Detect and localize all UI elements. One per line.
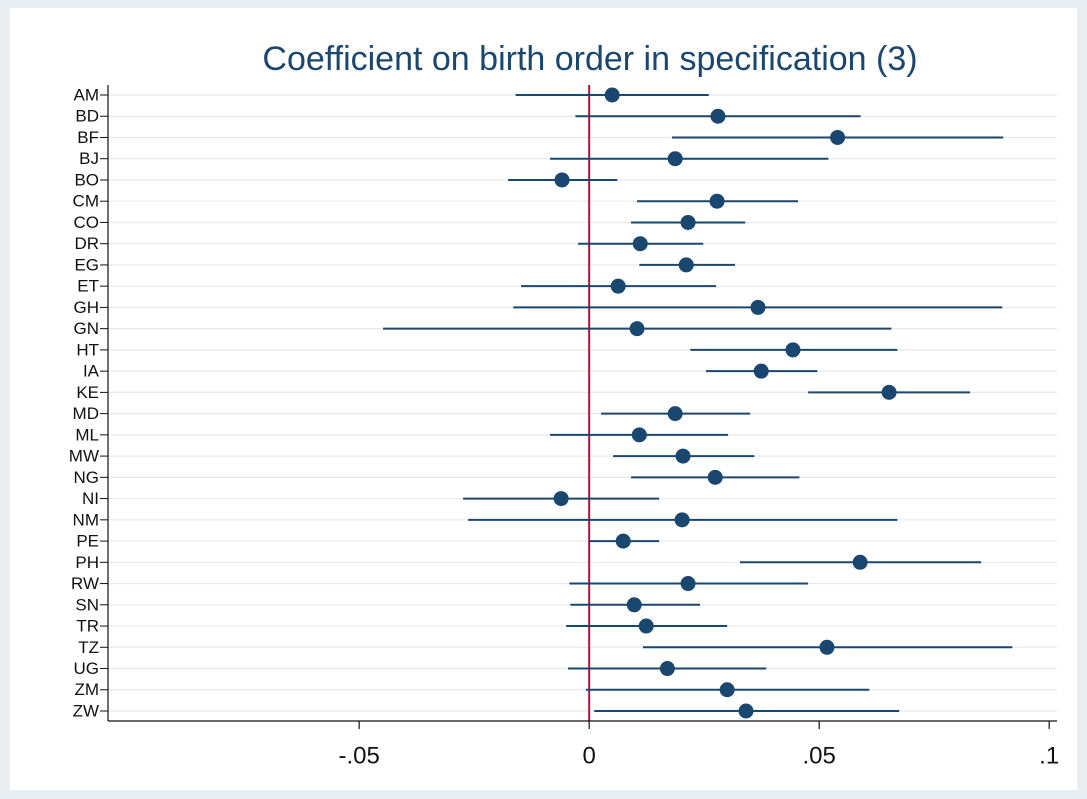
y-tick-label: MD (73, 404, 99, 423)
y-tick-label: PH (75, 553, 99, 572)
y-tick-label: GH (74, 298, 100, 317)
point-estimate (710, 108, 726, 124)
y-tick-label: HT (76, 340, 99, 359)
point-estimate (678, 257, 694, 273)
y-tick-label: SN (75, 595, 99, 614)
y-tick-label: MW (69, 447, 99, 466)
x-tick-label: 0 (582, 742, 595, 769)
point-estimate (629, 321, 645, 337)
y-tick-label: ET (77, 277, 99, 296)
point-estimate (626, 597, 642, 613)
y-tick-label: NI (82, 489, 99, 508)
y-tick-label: PE (76, 532, 99, 551)
point-estimate (881, 384, 897, 400)
x-tick-label: .05 (802, 742, 835, 769)
x-tick-label: -.05 (338, 742, 379, 769)
chart-title: Coefficient on birth order in specificat… (262, 40, 917, 78)
y-tick-label: BJ (79, 149, 99, 168)
y-tick-label: ML (75, 425, 99, 444)
point-estimate (631, 427, 647, 443)
point-estimate (709, 193, 725, 209)
point-estimate (674, 512, 690, 528)
point-estimate (753, 363, 769, 379)
y-tick-label: BF (77, 128, 99, 147)
point-estimate (675, 448, 691, 464)
point-estimate (819, 639, 835, 655)
y-tick-label: ZM (74, 680, 99, 699)
y-tick-label: IA (83, 362, 100, 381)
y-tick-label: KE (76, 383, 99, 402)
y-tick-label: GN (74, 319, 100, 338)
point-estimate (707, 469, 723, 485)
y-tick-label: EG (74, 255, 99, 274)
point-estimate (610, 278, 626, 294)
point-estimate (659, 661, 675, 677)
point-estimate (667, 406, 683, 422)
x-tick-label: .1 (1039, 742, 1059, 769)
y-tick-label: UG (74, 659, 100, 678)
point-estimate (738, 703, 754, 719)
point-estimate (680, 214, 696, 230)
graph-region (10, 8, 1077, 790)
y-tick-label: RW (71, 574, 99, 593)
y-tick-label: ZW (73, 701, 99, 720)
y-tick-label: DR (74, 234, 99, 253)
y-tick-label: CM (73, 192, 99, 211)
point-estimate (750, 299, 766, 315)
y-tick-label: BD (75, 107, 99, 126)
y-tick-label: TR (76, 617, 99, 636)
y-tick-label: TZ (78, 638, 99, 657)
point-estimate (830, 129, 846, 145)
point-estimate (554, 172, 570, 188)
point-estimate (615, 533, 631, 549)
point-estimate (785, 342, 801, 358)
point-estimate (553, 491, 569, 507)
y-tick-label: BO (74, 170, 99, 189)
point-estimate (638, 618, 654, 634)
point-estimate (719, 682, 735, 698)
point-estimate (604, 87, 620, 103)
point-estimate (667, 151, 683, 167)
y-tick-label: CO (74, 213, 100, 232)
point-estimate (852, 554, 868, 570)
point-estimate (680, 576, 696, 592)
point-estimate (632, 236, 648, 252)
y-tick-label: NM (73, 510, 99, 529)
y-tick-label: NG (74, 468, 100, 487)
y-tick-label: AM (74, 85, 100, 104)
